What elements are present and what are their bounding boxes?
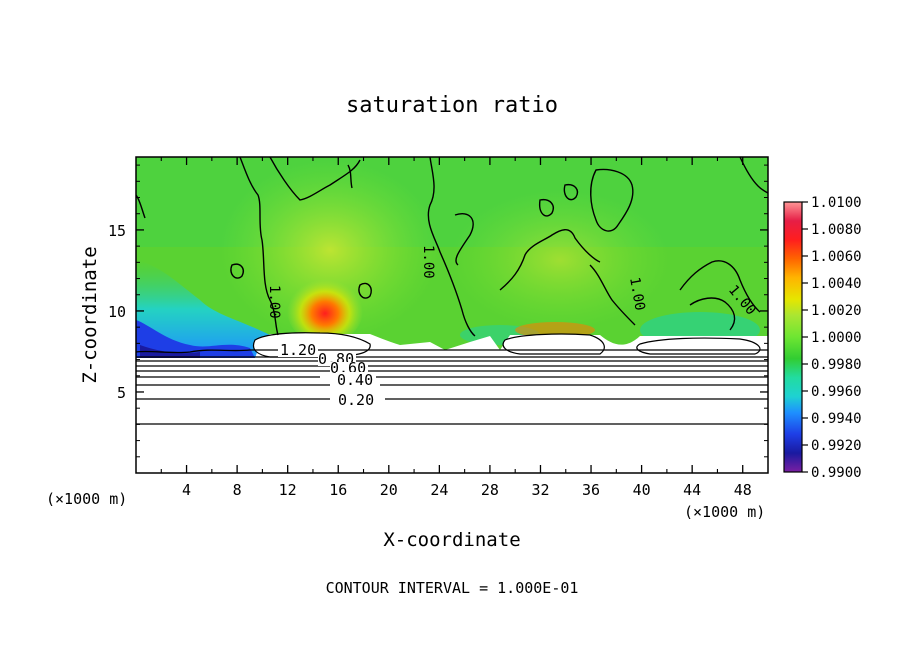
colorbar-tick-label: 1.0100 <box>811 195 862 211</box>
colorbar-ticks: 1.0100 1.0080 1.0060 1.0040 1.0020 1.0000 0.99… <box>802 195 862 481</box>
contour-label: 1.00 <box>266 285 282 319</box>
x-tick-label: 12 <box>279 481 297 499</box>
x-tick-label: 20 <box>380 481 398 499</box>
y-axis-label: Z-coordinate <box>79 246 101 383</box>
colorbar-tick-label: 1.0020 <box>811 303 862 319</box>
colorbar-tick-label: 1.0080 <box>811 222 862 238</box>
contour-label: 0.20 <box>338 391 374 409</box>
colorbar-tick-label: 1.0040 <box>811 276 862 292</box>
x-tick-label: 16 <box>329 481 347 499</box>
x-tick-label: 48 <box>734 481 752 499</box>
chart-title: saturation ratio <box>346 93 558 118</box>
colorbar-tick-label: 1.0060 <box>811 249 862 265</box>
colorbar: 1.0100 1.0080 1.0060 1.0040 1.0020 1.0000 0.99… <box>783 195 862 481</box>
x-tick-label: 40 <box>633 481 651 499</box>
y-tick-label: 15 <box>108 222 126 240</box>
contour-label: 1.20 <box>280 341 316 359</box>
colorbar-tick-label: 0.9980 <box>811 357 862 373</box>
contour-label: 1.00 <box>626 276 648 312</box>
x-tick-label: 24 <box>430 481 448 499</box>
y-axis-unit: (×1000 m) <box>46 490 127 508</box>
contour-label: 0.40 <box>337 371 373 389</box>
colorbar-tick-label: 0.9940 <box>811 411 862 427</box>
x-axis-label: X-coordinate <box>383 529 520 551</box>
colorbar-tick-label: 0.9900 <box>811 465 862 481</box>
y-tick-label: 5 <box>117 384 126 402</box>
colorbar-tick-label: 0.9920 <box>811 438 862 454</box>
colorbar-gradient <box>783 201 803 473</box>
contour-labels: 1.20 0.80 0.60 0.40 0.20 1.00 1.00 1.00 … <box>266 245 759 409</box>
x-tick-label: 28 <box>481 481 499 499</box>
x-axis-unit: (×1000 m) <box>684 503 765 521</box>
x-tick-label: 36 <box>582 481 600 499</box>
heatmap-field <box>136 157 768 473</box>
plot-frame <box>135 156 769 474</box>
x-tick-label: 32 <box>531 481 549 499</box>
x-tick-label: 8 <box>233 481 242 499</box>
x-axis-ticks: 4 8 12 16 20 24 28 32 36 40 44 48 <box>160 157 752 499</box>
colorbar-tick-label: 0.9960 <box>811 384 862 400</box>
y-axis-ticks: 5 10 15 <box>108 164 768 458</box>
contour-interval-note: CONTOUR INTERVAL = 1.000E-01 <box>326 579 579 597</box>
y-tick-label: 10 <box>108 303 126 321</box>
contour-label: 1.00 <box>420 245 436 279</box>
x-tick-label: 44 <box>683 481 701 499</box>
colorbar-tick-label: 1.0000 <box>811 330 862 346</box>
x-tick-label: 4 <box>182 481 191 499</box>
